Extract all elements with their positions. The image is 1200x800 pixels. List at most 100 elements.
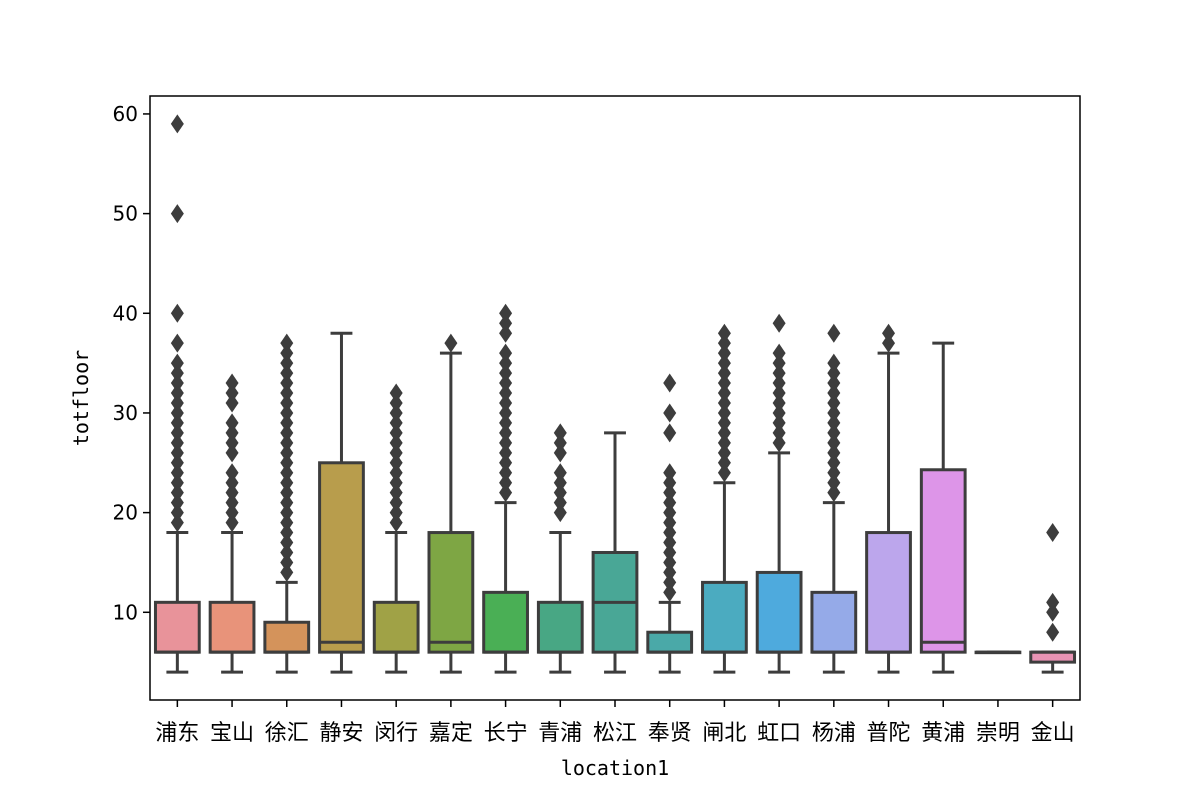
outlier-point <box>280 343 294 363</box>
outlier-point <box>1046 602 1060 622</box>
box <box>810 590 858 654</box>
outlier-point <box>170 393 184 413</box>
outlier-point <box>170 353 184 373</box>
outlier-point <box>389 453 403 473</box>
outlier-point <box>717 323 731 343</box>
outlier-point <box>663 403 677 423</box>
x-tick-label: 青浦 <box>538 721 582 746</box>
outlier-point <box>389 513 403 533</box>
y-tick-label: 20 <box>113 501 138 525</box>
outlier-point <box>225 443 239 463</box>
outlier-point <box>772 313 786 333</box>
outlier-point <box>225 503 239 523</box>
outlier-point <box>717 453 731 473</box>
outlier-point <box>170 483 184 503</box>
outlier-point <box>499 433 513 453</box>
outlier-point <box>499 463 513 483</box>
outlier-point <box>827 393 841 413</box>
outlier-point <box>389 413 403 433</box>
x-tick-label: 闵行 <box>374 721 418 746</box>
outlier-point <box>717 363 731 383</box>
outlier-point <box>499 483 513 503</box>
outlier-point <box>280 542 294 562</box>
outlier-point <box>553 443 567 463</box>
outlier-point <box>389 503 403 523</box>
box <box>919 468 967 654</box>
outlier-point <box>827 383 841 403</box>
outlier-point <box>280 513 294 533</box>
boxes-layer <box>153 114 1077 674</box>
y-tick-label: 30 <box>113 401 138 425</box>
box <box>208 600 256 654</box>
box-group <box>865 323 912 674</box>
box <box>427 531 475 654</box>
outlier-point <box>499 363 513 383</box>
outlier-point <box>170 463 184 483</box>
box <box>153 600 201 654</box>
x-tick-label: 嘉定 <box>429 721 473 746</box>
outlier-point <box>663 552 677 572</box>
outlier-point <box>170 493 184 513</box>
x-tick-label: 黄浦 <box>921 721 965 746</box>
outlier-point <box>663 513 677 533</box>
box-group <box>1029 523 1077 674</box>
outlier-point <box>717 343 731 363</box>
outlier-point <box>663 542 677 562</box>
outlier-point <box>225 463 239 483</box>
outlier-point <box>772 413 786 433</box>
outlier-point <box>663 572 677 592</box>
outlier-point <box>717 333 731 353</box>
box <box>755 570 803 654</box>
outlier-point <box>280 453 294 473</box>
y-tick-label: 50 <box>113 202 138 226</box>
x-tick-label: 浦东 <box>155 721 199 746</box>
outlier-point <box>170 303 184 323</box>
box-group <box>974 650 1022 655</box>
outlier-point <box>389 473 403 493</box>
box-group <box>318 331 365 674</box>
outlier-point <box>499 423 513 443</box>
outlier-point <box>553 433 567 453</box>
x-tick-label: 松江 <box>593 721 637 746</box>
box <box>372 600 420 654</box>
outlier-point <box>663 483 677 503</box>
box-group <box>755 313 803 674</box>
outlier-point <box>499 403 513 423</box>
outlier-point <box>553 503 567 523</box>
x-tick-label: 徐汇 <box>265 721 309 746</box>
outlier-point <box>280 562 294 582</box>
outlier-point <box>170 423 184 443</box>
outlier-point <box>827 373 841 393</box>
x-tick-label: 奉贤 <box>648 721 692 746</box>
outlier-point <box>280 552 294 572</box>
outlier-point <box>170 403 184 423</box>
outlier-point <box>280 473 294 493</box>
outlier-point <box>772 383 786 403</box>
outlier-point <box>170 373 184 393</box>
outlier-point <box>553 493 567 513</box>
y-tick-label: 10 <box>113 600 138 624</box>
x-axis: 浦东 宝山 徐汇 静安 闵行 嘉定 长宁 青浦 松江 奉贤 闸北 虹口 杨浦 普陀 黄浦 崇明 金山 <box>155 700 1075 746</box>
x-tick-label: 宝山 <box>210 721 254 746</box>
outlier-point <box>717 403 731 423</box>
outlier-point <box>280 433 294 453</box>
outlier-point <box>389 383 403 403</box>
outlier-point <box>170 453 184 473</box>
outlier-point <box>389 483 403 503</box>
outlier-point <box>225 473 239 493</box>
outlier-point <box>225 373 239 393</box>
box <box>482 590 529 654</box>
outlier-point <box>389 403 403 423</box>
outlier-point <box>170 114 184 134</box>
outlier-point <box>717 353 731 373</box>
outlier-point <box>827 453 841 473</box>
outlier-point <box>389 433 403 453</box>
outlier-point <box>444 333 458 353</box>
outlier-point <box>499 443 513 463</box>
outlier-point <box>280 333 294 353</box>
box-group <box>810 323 858 674</box>
outlier-point <box>717 373 731 393</box>
outlier-point <box>280 463 294 483</box>
outlier-point <box>772 423 786 443</box>
y-tick-label: 40 <box>113 301 138 325</box>
